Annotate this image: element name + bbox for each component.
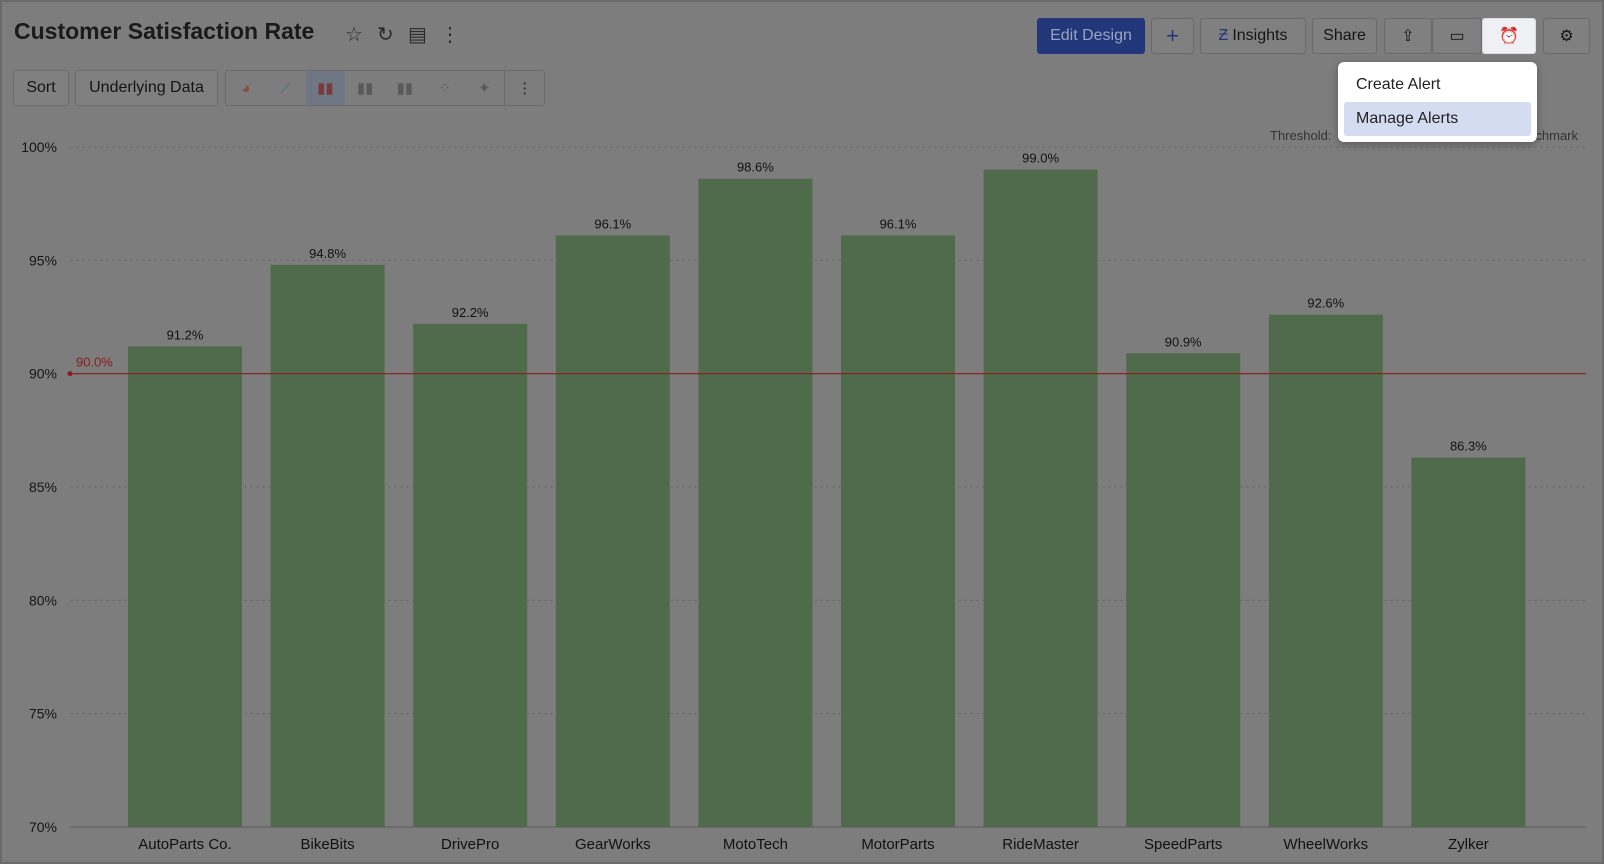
x-tick-label: GearWorks [575, 836, 651, 853]
scatter-icon[interactable]: ⁘ [438, 80, 451, 97]
y-tick-label: 75% [29, 706, 57, 722]
data-label: 99.0% [1022, 151, 1059, 166]
line-chart-icon[interactable]: ⟋ [280, 79, 291, 97]
pie-chart-icon[interactable]: ◕ [241, 79, 251, 97]
threshold-label: 90.0% [76, 355, 113, 370]
sort-button[interactable]: Sort [13, 70, 69, 106]
bar [555, 235, 670, 827]
alert-menu: Create Alert Manage Alerts [1338, 62, 1537, 142]
stacked-bar-icon[interactable]: ▮▮ [356, 80, 374, 97]
data-label: 90.9% [1165, 334, 1202, 349]
refresh-icon[interactable]: ↻ [377, 24, 394, 46]
x-tick-label: MotoTech [723, 836, 788, 853]
menu-item-manage-alerts[interactable]: Manage Alerts [1344, 102, 1531, 136]
bar [841, 235, 955, 827]
threshold-marker [67, 371, 73, 377]
data-label: 96.1% [880, 216, 917, 231]
star-icon[interactable]: ☆ [345, 24, 363, 46]
y-tick-label: 100% [21, 139, 57, 155]
data-label: 96.1% [594, 216, 631, 231]
export-icon[interactable]: ⇪ [1384, 18, 1432, 54]
y-tick-label: 95% [29, 252, 57, 268]
x-tick-label: WheelWorks [1283, 836, 1368, 853]
menu-item-create-alert[interactable]: Create Alert [1356, 76, 1441, 93]
bar-chart-icon[interactable]: ▮▮ [305, 71, 346, 105]
more-vertical-icon[interactable]: ⋮ [440, 24, 460, 46]
bar [128, 346, 242, 827]
x-tick-label: BikeBits [301, 836, 355, 853]
bar [983, 169, 1098, 827]
zia-icon: Ƶ [1218, 27, 1229, 44]
data-label: 92.6% [1307, 296, 1344, 311]
bar [413, 323, 528, 827]
bar [1411, 457, 1526, 827]
page-title: Customer Satisfaction Rate [14, 18, 315, 44]
bar [1126, 353, 1241, 827]
y-tick-label: 85% [29, 479, 57, 495]
insights-label: Insights [1232, 27, 1288, 44]
bar [698, 178, 813, 827]
data-label: 86.3% [1450, 439, 1487, 454]
data-label: 92.2% [452, 305, 489, 320]
legend-threshold: Threshold: [1270, 128, 1331, 143]
x-tick-label: DrivePro [441, 836, 499, 853]
y-tick-label: 70% [29, 819, 57, 835]
alarm-icon[interactable]: ⏰ [1482, 18, 1536, 54]
comment-icon[interactable]: ▭ [1432, 18, 1482, 54]
more-vertical-icon[interactable]: ⋮ [504, 71, 544, 105]
chart-type-selector: ◕ ⟋ ▮▮ ▮▮ ▮▮ ⁘ ✦ ⋮ [225, 70, 545, 106]
x-tick-label: AutoParts Co. [138, 836, 231, 853]
underlying-data-button[interactable]: Underlying Data [75, 70, 218, 106]
x-tick-label: SpeedParts [1144, 836, 1222, 853]
map-icon[interactable]: ✦ [478, 80, 491, 97]
insights-button[interactable]: Ƶ Insights [1200, 18, 1306, 54]
x-tick-label: RideMaster [1002, 836, 1079, 853]
y-tick-label: 90% [29, 366, 57, 382]
x-tick-label: MotorParts [861, 836, 934, 853]
data-label: 91.2% [167, 327, 204, 342]
data-label: 98.6% [737, 160, 774, 175]
x-tick-label: Zylker [1448, 836, 1489, 853]
edit-design-button[interactable]: Edit Design [1037, 18, 1145, 54]
add-button[interactable]: + [1151, 18, 1194, 54]
save-icon[interactable]: ▤ [408, 24, 427, 46]
data-label: 94.8% [309, 246, 346, 261]
y-tick-label: 80% [29, 592, 57, 608]
gear-icon[interactable]: ⚙ [1543, 18, 1590, 54]
bar [1268, 314, 1383, 827]
grouped-bar-icon[interactable]: ▮▮ [396, 80, 414, 97]
bar [270, 264, 385, 827]
share-button[interactable]: Share [1312, 18, 1377, 54]
